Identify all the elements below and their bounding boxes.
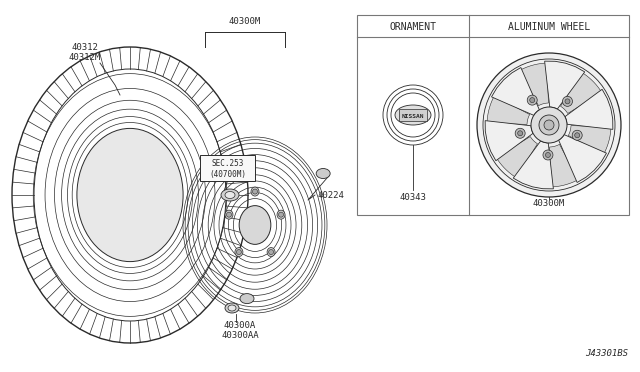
Circle shape [236, 250, 241, 254]
Ellipse shape [239, 206, 271, 244]
Text: 40312M: 40312M [69, 54, 101, 62]
Circle shape [575, 133, 580, 138]
Text: 40300AA: 40300AA [221, 331, 259, 340]
Bar [200, 155, 255, 181]
Ellipse shape [225, 303, 239, 313]
Circle shape [278, 212, 284, 217]
Ellipse shape [221, 189, 239, 201]
Circle shape [269, 250, 273, 254]
Bar [399, 109, 427, 121]
Polygon shape [496, 137, 538, 178]
Circle shape [572, 130, 582, 140]
Text: J43301BS: J43301BS [585, 349, 628, 358]
Ellipse shape [316, 169, 330, 179]
Polygon shape [565, 89, 613, 129]
Text: NISSAN: NISSAN [402, 113, 424, 119]
Circle shape [563, 96, 572, 106]
Polygon shape [492, 68, 540, 115]
Circle shape [565, 99, 570, 104]
Text: 17x7J: 17x7J [536, 58, 563, 67]
Bar [357, 15, 629, 215]
Text: (40700M): (40700M) [209, 170, 246, 179]
Text: 40224: 40224 [318, 190, 345, 199]
Text: 40300A: 40300A [224, 321, 256, 330]
Text: ALUMINUM WHEEL: ALUMINUM WHEEL [508, 22, 590, 32]
Circle shape [531, 107, 567, 143]
Circle shape [545, 153, 550, 157]
Polygon shape [568, 126, 611, 154]
Polygon shape [559, 135, 607, 183]
Polygon shape [561, 72, 602, 113]
Circle shape [227, 212, 232, 217]
Circle shape [539, 115, 559, 135]
Text: SEC.253: SEC.253 [211, 160, 244, 169]
Circle shape [515, 128, 525, 138]
Circle shape [543, 150, 553, 160]
Ellipse shape [395, 105, 431, 125]
Ellipse shape [228, 305, 236, 311]
Polygon shape [513, 141, 554, 189]
Circle shape [253, 189, 257, 194]
Text: 40312: 40312 [72, 44, 99, 52]
Circle shape [530, 97, 535, 103]
Circle shape [518, 131, 523, 136]
Text: 40300M: 40300M [229, 17, 261, 26]
Ellipse shape [267, 247, 275, 257]
Circle shape [527, 95, 537, 105]
Polygon shape [545, 61, 585, 109]
Ellipse shape [225, 210, 233, 219]
Polygon shape [485, 121, 533, 161]
Ellipse shape [240, 294, 254, 304]
Text: 40300M: 40300M [533, 199, 565, 208]
Circle shape [477, 53, 621, 197]
Polygon shape [550, 144, 579, 187]
Ellipse shape [251, 187, 259, 196]
Ellipse shape [225, 192, 235, 199]
Text: 40343: 40343 [399, 192, 426, 202]
Polygon shape [487, 96, 530, 124]
Circle shape [544, 120, 554, 130]
Ellipse shape [235, 247, 243, 257]
Text: ORNAMENT: ORNAMENT [390, 22, 436, 32]
Ellipse shape [277, 210, 285, 219]
Ellipse shape [77, 128, 183, 262]
Polygon shape [520, 63, 548, 106]
